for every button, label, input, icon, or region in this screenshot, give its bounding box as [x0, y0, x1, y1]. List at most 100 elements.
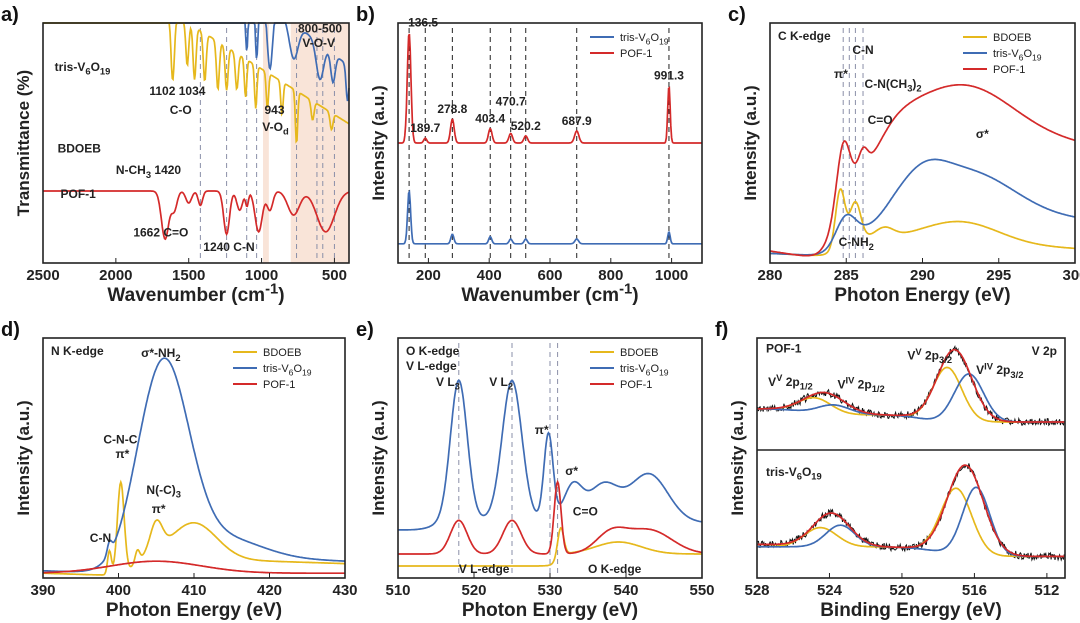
series-line-1 [398, 379, 703, 531]
annotation: V-Od [262, 120, 289, 137]
series-line-1 [770, 158, 1076, 256]
annotation: 1102 1034 [149, 84, 205, 98]
x-axis-label: Photon Energy (eV) [462, 600, 638, 621]
annotation: N-CH3 1420 [116, 163, 182, 180]
y-axis-label: Intensity (a.u.) [369, 400, 388, 515]
y-axis-label: Intensity (a.u.) [14, 400, 33, 515]
panel-label: f) [715, 319, 728, 341]
peak-label: 470.7 [496, 94, 526, 108]
x-tick-label: 800 [598, 267, 623, 284]
annotation: VV 2p1/2 [768, 372, 813, 391]
annotation: C-NH2 [839, 235, 874, 252]
legend-label: BDOEB [993, 32, 1032, 44]
series-label: POF-1 [60, 187, 96, 201]
x-tick-label: 530 [537, 582, 562, 599]
panel-a [42, 22, 350, 264]
panel-b [397, 22, 703, 264]
panel-subtitle: V L-edge [406, 359, 457, 373]
panel-label: b) [356, 4, 375, 26]
annotation: σ* [565, 464, 578, 478]
x-tick-label: 400 [106, 582, 131, 599]
shaded-region [263, 23, 269, 263]
annotation: V L-edge [459, 562, 510, 576]
x-axis-label: Photon Energy (eV) [834, 285, 1010, 306]
x-tick-label: 520 [889, 582, 914, 599]
x-axis-label: Binding Energy (eV) [820, 600, 1002, 621]
x-tick-label: 2000 [99, 267, 132, 284]
series-line-6 [757, 486, 1065, 558]
x-tick-label: 390 [30, 582, 55, 599]
series-line-2 [398, 479, 703, 555]
x-tick-label: 400 [477, 267, 502, 284]
legend-label: POF-1 [263, 379, 295, 391]
series-line-2 [43, 560, 345, 575]
annotation: π* [834, 67, 848, 81]
legend-label: POF-1 [620, 48, 652, 60]
series-line-1 [43, 357, 345, 573]
series-label: tris-V6O19 [55, 60, 111, 77]
annotation: σ* [976, 127, 989, 141]
series-label: BDOEB [58, 142, 102, 156]
panel-f [756, 337, 1066, 579]
legend-label: BDOEB [263, 347, 302, 359]
series-line-3 [757, 348, 1065, 423]
peak-label: 687.9 [562, 114, 592, 128]
annotation: V-O-V [302, 36, 335, 50]
series-line-0 [398, 189, 702, 245]
x-tick-label: 1000 [655, 267, 688, 284]
annotation: O K-edge [588, 562, 642, 576]
annotation: C-O [170, 103, 192, 117]
legend-label: tris-V6O19 [263, 363, 312, 377]
plot-frame [42, 22, 350, 264]
x-tick-label: 2500 [26, 267, 59, 284]
annotation: V L2 [489, 375, 513, 392]
plot-frame [756, 337, 1066, 579]
peak-label: 991.3 [654, 68, 684, 82]
x-tick-label: 500 [322, 267, 347, 284]
y-axis-label: Intensity (a.u.) [369, 85, 388, 200]
legend-label: POF-1 [620, 379, 652, 391]
x-tick-label: 524 [817, 582, 843, 599]
series-line-2 [769, 83, 1076, 257]
annotation: V L3 [436, 375, 460, 392]
peak-label: 403.4 [475, 112, 505, 126]
x-tick-label: 528 [744, 582, 769, 599]
legend-label: tris-V6O19 [620, 32, 669, 46]
x-tick-label: 550 [689, 582, 714, 599]
y-axis-label: Intensity (a.u.) [728, 400, 747, 515]
x-axis-label: Wavenumber (cm-1) [107, 281, 284, 306]
x-tick-label: 410 [181, 582, 206, 599]
x-tick-label: 420 [257, 582, 282, 599]
annotation: C=O [573, 505, 598, 519]
series-line-1 [398, 33, 702, 144]
annotation: C-N-C [103, 433, 137, 447]
x-tick-label: 430 [332, 582, 357, 599]
legend-label: POF-1 [993, 64, 1025, 76]
panel-title: N K-edge [51, 344, 104, 358]
peak-label: 278.8 [437, 102, 467, 116]
annotation: π* [152, 502, 166, 516]
annotation: VV 2p3/2 [907, 346, 952, 365]
x-axis-label: Wavenumber (cm-1) [461, 281, 638, 306]
x-tick-label: 520 [461, 582, 486, 599]
peak-label: 189.7 [410, 121, 440, 135]
peak-label: 520.2 [511, 119, 541, 133]
x-tick-label: 600 [537, 267, 562, 284]
series-line-0 [43, 479, 345, 576]
panel-label: a) [1, 4, 19, 26]
annotation: N(-C)3 [146, 483, 181, 500]
x-tick-label: 540 [613, 582, 638, 599]
x-tick-label: 512 [1034, 582, 1059, 599]
y-axis-label: Intensity (a.u.) [741, 85, 760, 200]
annotation: VIV 2p1/2 [837, 375, 884, 394]
x-tick-label: 280 [757, 267, 782, 284]
annotation: π* [115, 447, 129, 461]
panel-c [769, 22, 1076, 264]
panel-title: C K-edge [778, 29, 831, 43]
peak-label: 136.5 [408, 16, 438, 30]
panel-label: e) [356, 319, 374, 341]
annotation: 943 [264, 103, 284, 117]
x-tick-label: 295 [986, 267, 1011, 284]
legend-label: BDOEB [620, 347, 659, 359]
